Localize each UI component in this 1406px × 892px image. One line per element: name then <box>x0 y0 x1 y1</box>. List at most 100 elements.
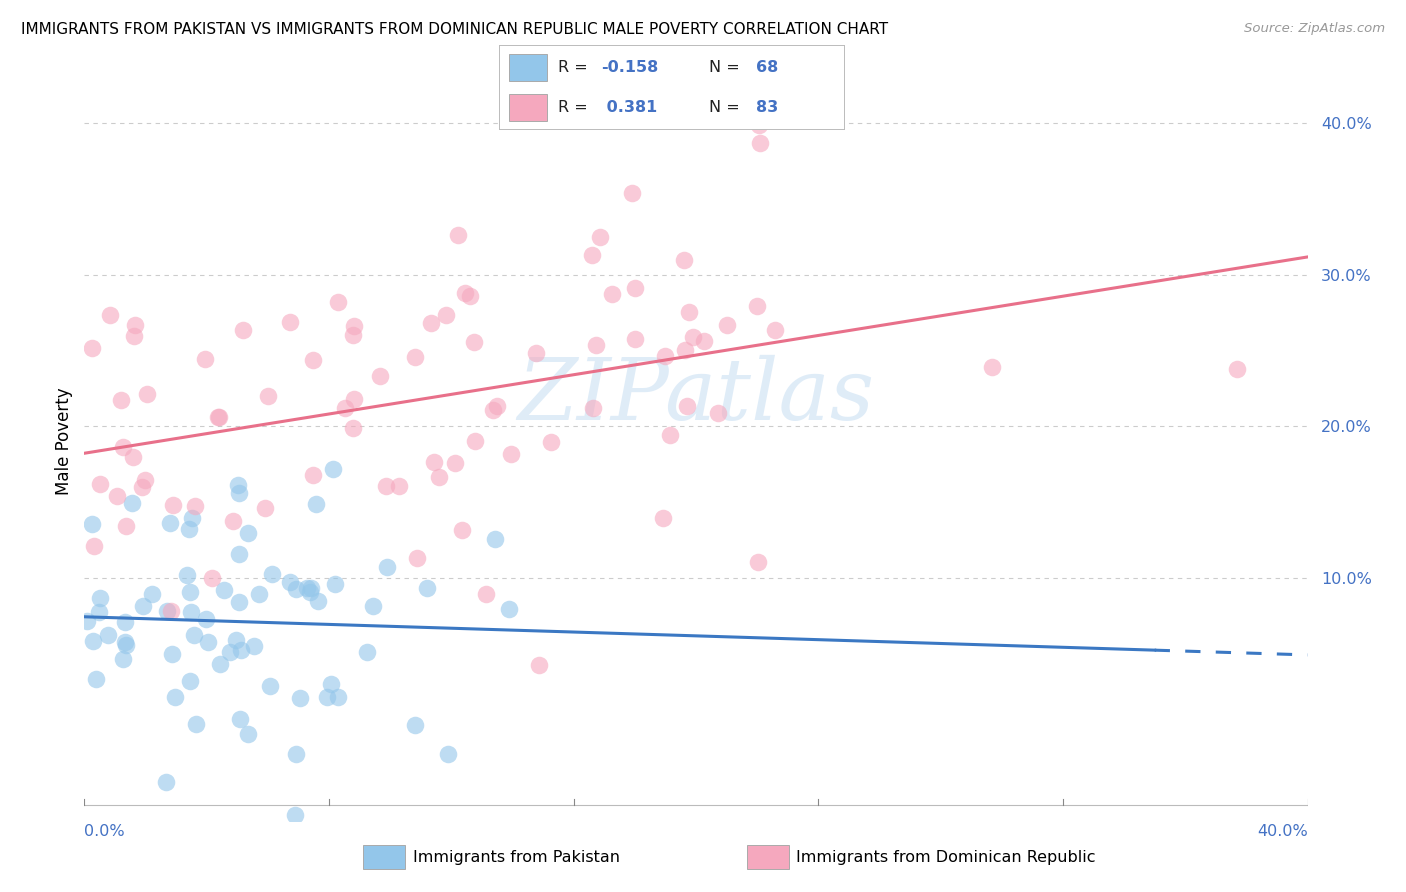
Point <box>342 421 364 435</box>
Point <box>375 560 398 574</box>
Point <box>236 526 259 541</box>
Point <box>302 467 325 482</box>
Point <box>165 690 187 704</box>
Point <box>249 587 271 601</box>
Point <box>745 299 768 313</box>
Point <box>416 581 439 595</box>
Point <box>121 496 143 510</box>
Point <box>436 747 458 761</box>
Point <box>484 533 506 547</box>
Point <box>284 747 307 762</box>
Point <box>304 497 326 511</box>
Point <box>228 595 250 609</box>
Point <box>228 547 250 561</box>
Point <box>186 717 208 731</box>
Point <box>212 583 235 598</box>
Point <box>316 690 339 704</box>
Point <box>105 490 128 504</box>
Point <box>208 657 231 671</box>
Point <box>676 399 699 413</box>
Point <box>278 315 301 329</box>
Point <box>122 450 145 464</box>
Point <box>420 317 443 331</box>
Point <box>299 581 322 595</box>
Text: Source: ZipAtlas.com: Source: ZipAtlas.com <box>1244 22 1385 36</box>
Point <box>444 456 467 470</box>
Point <box>447 227 470 242</box>
Y-axis label: Male Poverty: Male Poverty <box>55 388 73 495</box>
Point <box>368 369 391 384</box>
Point <box>111 651 134 665</box>
Point <box>114 635 136 649</box>
Point <box>225 633 247 648</box>
Point <box>453 285 475 300</box>
Point <box>114 615 136 629</box>
Point <box>179 585 201 599</box>
Point <box>82 516 104 531</box>
Point <box>83 539 105 553</box>
Point <box>678 304 700 318</box>
Text: Immigrants from Pakistan: Immigrants from Pakistan <box>413 850 620 864</box>
Point <box>115 638 138 652</box>
Point <box>162 499 184 513</box>
Point <box>243 639 266 653</box>
Point <box>423 455 446 469</box>
Point <box>716 318 738 333</box>
Point <box>682 329 704 343</box>
Point <box>226 477 249 491</box>
Text: ZIPatlas: ZIPatlas <box>517 355 875 437</box>
Point <box>621 186 644 200</box>
Point <box>763 323 786 337</box>
Point <box>427 469 450 483</box>
Point <box>361 599 384 613</box>
Text: 0.381: 0.381 <box>600 100 657 115</box>
Point <box>131 480 153 494</box>
Point <box>434 308 457 322</box>
Point <box>524 346 547 360</box>
Point <box>319 677 342 691</box>
Point <box>89 476 111 491</box>
Point <box>482 403 505 417</box>
Text: 40.0%: 40.0% <box>1257 823 1308 838</box>
Point <box>112 440 135 454</box>
Point <box>180 511 202 525</box>
Point <box>659 428 682 442</box>
Point <box>693 334 716 348</box>
Point <box>343 318 366 333</box>
Point <box>122 329 145 343</box>
Point <box>342 328 364 343</box>
Point <box>673 253 696 268</box>
Point <box>404 350 426 364</box>
Point <box>747 118 769 132</box>
Point <box>302 352 325 367</box>
Text: R =: R = <box>558 60 592 75</box>
Point <box>253 501 276 516</box>
Point <box>673 343 696 358</box>
Point <box>82 633 104 648</box>
Point <box>624 333 647 347</box>
Text: N =: N = <box>709 60 745 75</box>
Point <box>229 643 252 657</box>
Point <box>388 479 411 493</box>
Point <box>136 387 159 401</box>
Point <box>540 434 562 449</box>
Point <box>134 473 156 487</box>
Point <box>160 647 183 661</box>
Point <box>232 323 254 337</box>
Point <box>141 587 163 601</box>
Point <box>375 479 398 493</box>
Point <box>297 582 319 596</box>
Point <box>89 591 111 606</box>
Point <box>159 516 181 530</box>
Point <box>262 566 284 581</box>
Point <box>623 281 645 295</box>
Point <box>458 289 481 303</box>
Point <box>229 712 252 726</box>
Point <box>184 500 207 514</box>
Point <box>581 248 603 262</box>
Point <box>600 287 623 301</box>
Text: -0.158: -0.158 <box>600 60 658 75</box>
Point <box>86 672 108 686</box>
Point <box>451 523 474 537</box>
Point <box>307 594 329 608</box>
